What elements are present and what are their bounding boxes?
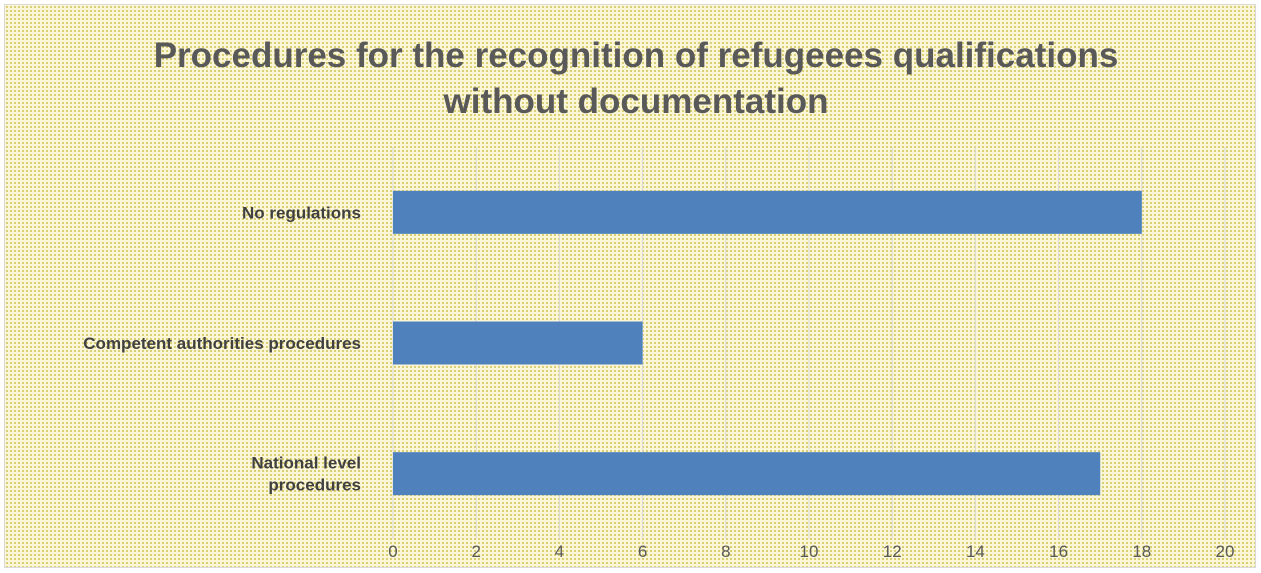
bar-2 <box>393 452 1101 496</box>
x-tick-label: 6 <box>638 542 647 561</box>
chart-title: Procedures for the recognition of refuge… <box>154 36 1119 121</box>
x-tick-label: 18 <box>1132 542 1151 561</box>
category-label-2-line-1: National level <box>251 454 361 473</box>
category-labels: No regulations Competent authorities proc… <box>83 203 361 494</box>
x-tick-label: 14 <box>966 542 985 561</box>
x-tick-label: 10 <box>800 542 819 561</box>
x-tick-label: 16 <box>1049 542 1068 561</box>
x-tick-label: 20 <box>1216 542 1235 561</box>
category-label-0: No regulations <box>242 203 361 222</box>
chart-title-line-2: without documentation <box>443 82 829 121</box>
category-label-1: Competent authorities procedures <box>83 334 361 353</box>
x-tick-label: 2 <box>471 542 480 561</box>
bar-0 <box>393 190 1142 234</box>
x-tick-label: 12 <box>883 542 902 561</box>
x-tick-label: 4 <box>555 542 564 561</box>
category-label-2-line-2: procedures <box>268 476 361 495</box>
chart-title-line-1: Procedures for the recognition of refuge… <box>154 36 1119 75</box>
bar-chart: Procedures for the recognition of refuge… <box>83 36 1234 561</box>
x-tick-label: 8 <box>721 542 730 561</box>
bar-1 <box>393 321 643 365</box>
bars <box>393 190 1142 496</box>
x-tick-label: 0 <box>388 542 397 561</box>
chart-area: Procedures for the recognition of refuge… <box>4 4 1256 568</box>
x-axis-tick-labels: 0 2 4 6 8 10 12 14 16 18 20 <box>388 542 1234 561</box>
